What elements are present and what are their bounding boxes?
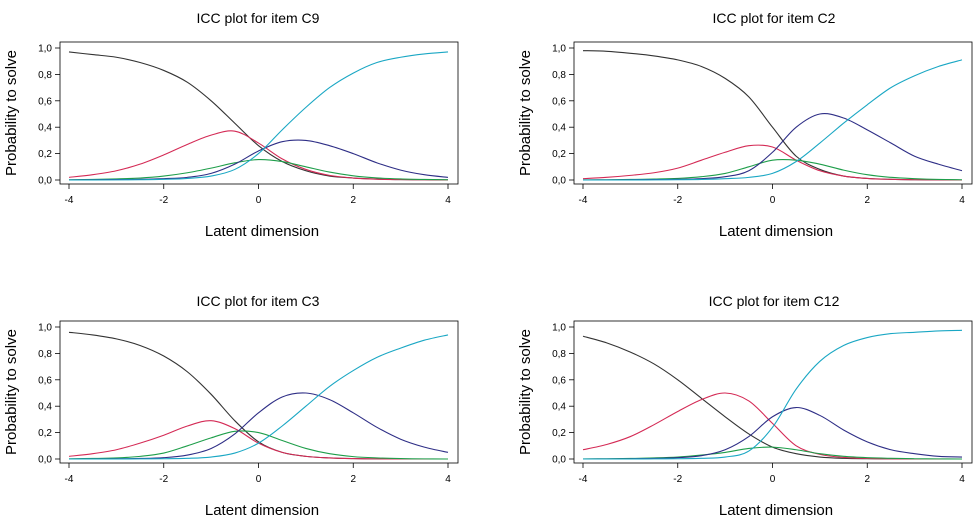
x-tick-label: 2	[864, 474, 870, 485]
plot-frame	[573, 41, 973, 185]
y-axis-label: Probability to solve	[517, 329, 534, 455]
x-tick-label: -4	[65, 474, 74, 485]
series-line-5	[583, 59, 963, 181]
x-axis-label: Latent dimension	[719, 502, 833, 519]
series-line-4	[582, 406, 963, 460]
x-tick-label: 2	[350, 474, 356, 485]
x-tick-label: -2	[159, 474, 168, 485]
y-tick-label: 0,4	[38, 123, 52, 134]
chart-panel-4: ICC plot for item C12 0,0 0,2 0,4 0,6 0,8 1,0 -…	[517, 293, 973, 519]
y-tick-label: 0,4	[38, 402, 52, 413]
y-tick-label: 0,2	[38, 149, 52, 160]
x-tick-label: -2	[673, 195, 682, 206]
y-tick-label: 0,4	[552, 402, 566, 413]
plot-frame	[59, 320, 459, 464]
x-tick-label: 4	[445, 195, 451, 206]
y-tick-label: 0,6	[552, 96, 566, 107]
series-line-2	[68, 130, 449, 181]
x-axis-label: Latent dimension	[205, 223, 319, 240]
chart-panel-1: ICC plot for item C9 0,0 0,2 0,4 0,6 0,8 1,0 -4…	[3, 10, 459, 240]
series-line-3	[68, 430, 449, 460]
x-tick-label: -4	[65, 195, 74, 206]
y-tick-label: 0,0	[38, 176, 52, 187]
y-tick-label: 0,6	[38, 375, 52, 386]
y-tick-label: 0,8	[552, 349, 566, 360]
y-axis-label: Probability to solve	[3, 50, 20, 176]
y-tick-label: 1,0	[552, 44, 566, 55]
y-tick-label: 1,0	[38, 323, 52, 334]
x-tick-label: 4	[959, 195, 965, 206]
chart-title: ICC plot for item C3	[197, 293, 320, 309]
y-tick-label: 0,6	[552, 375, 566, 386]
x-axis-label: Latent dimension	[205, 502, 319, 519]
series-line-3	[68, 158, 449, 181]
x-tick-label: -4	[579, 474, 588, 485]
y-tick-label: 0,8	[552, 70, 566, 81]
chart-panel-3: ICC plot for item C3 0,0 0,2 0,4 0,6 0,8 1,0 -4…	[3, 293, 459, 519]
plot-frame	[573, 320, 973, 464]
x-tick-label: 4	[959, 474, 965, 485]
x-tick-label: 0	[770, 195, 776, 206]
y-tick-label: 1,0	[552, 323, 566, 334]
series-line-4	[68, 392, 449, 460]
y-tick-label: 0,2	[38, 428, 52, 439]
series-line-2	[68, 420, 448, 460]
series-line-3	[582, 446, 963, 460]
y-tick-label: 0,0	[38, 455, 52, 466]
y-tick-label: 1,0	[38, 44, 52, 55]
y-tick-label: 0,0	[552, 176, 566, 187]
y-tick-label: 0,8	[38, 349, 52, 360]
x-axis-label: Latent dimension	[719, 223, 833, 240]
y-tick-label: 0,2	[552, 149, 566, 160]
y-tick-label: 0,0	[552, 455, 566, 466]
y-tick-label: 0,2	[552, 428, 566, 439]
x-tick-label: 4	[445, 474, 451, 485]
series-line-2	[582, 144, 963, 181]
series-line-5	[583, 329, 963, 460]
y-axis-label: Probability to solve	[517, 50, 534, 176]
chart-title: ICC plot for item C12	[709, 293, 840, 309]
x-tick-label: 0	[770, 474, 776, 485]
chart-title: ICC plot for item C2	[713, 10, 836, 26]
x-tick-label: 2	[864, 195, 870, 206]
series-line-1	[582, 335, 962, 460]
x-tick-label: -4	[579, 195, 588, 206]
series-line-2	[582, 392, 962, 460]
x-tick-label: -2	[159, 195, 168, 206]
chart-title: ICC plot for item C9	[197, 10, 320, 26]
y-axis-label: Probability to solve	[3, 329, 20, 455]
x-tick-label: 0	[256, 195, 262, 206]
series-line-5	[69, 334, 449, 460]
series-line-3	[582, 158, 963, 181]
y-tick-label: 0,8	[38, 70, 52, 81]
chart-panel-2: ICC plot for item C2 0,0 0,2 0,4 0,6 0,8 1,0 -4…	[517, 10, 973, 240]
series-line-1	[68, 51, 449, 181]
y-tick-label: 0,6	[38, 96, 52, 107]
plot-frame	[59, 41, 459, 185]
y-tick-label: 0,4	[552, 123, 566, 134]
x-tick-label: 0	[256, 474, 262, 485]
x-tick-label: -2	[673, 474, 682, 485]
x-tick-label: 2	[350, 195, 356, 206]
series-line-5	[68, 51, 449, 181]
